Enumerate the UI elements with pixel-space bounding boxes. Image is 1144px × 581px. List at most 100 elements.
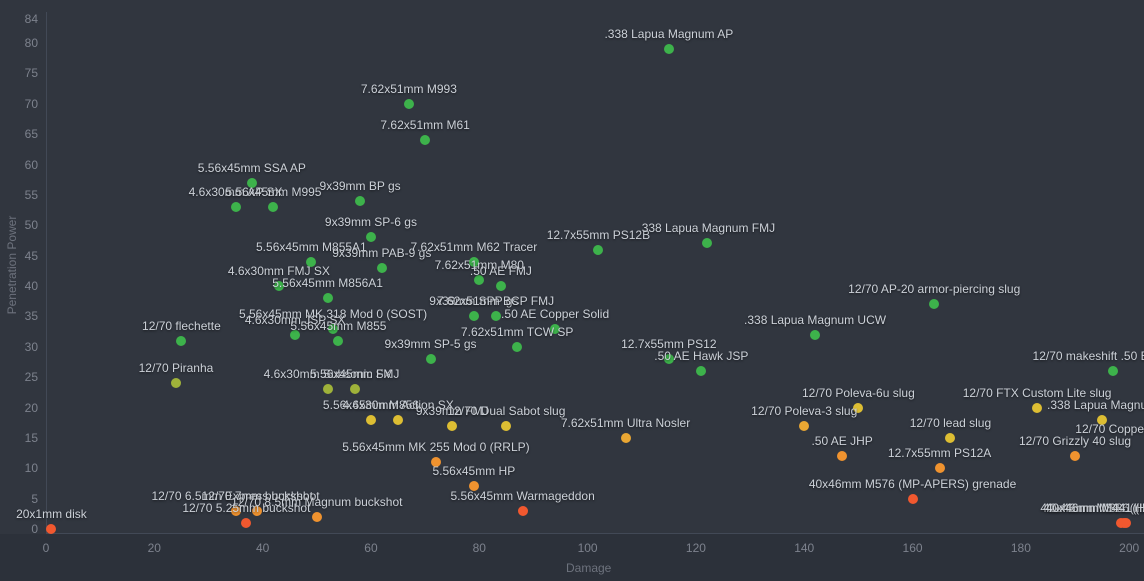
y-tick-label: 5	[31, 491, 38, 506]
data-point[interactable]	[273, 281, 284, 291]
point-label: 9x39mm SP-5 gs	[384, 336, 477, 351]
data-point[interactable]	[290, 329, 301, 340]
x-tick-label: 200	[1119, 541, 1140, 555]
data-point[interactable]	[934, 463, 945, 474]
data-point[interactable]	[46, 524, 57, 534]
data-point[interactable]	[929, 299, 940, 310]
data-point[interactable]	[663, 353, 674, 364]
data-point[interactable]	[322, 293, 333, 304]
data-point[interactable]	[430, 457, 441, 468]
data-point[interactable]	[490, 311, 501, 322]
point-label: .50 AE FMJ	[469, 264, 532, 278]
data-point[interactable]	[593, 244, 604, 255]
data-point[interactable]	[393, 414, 404, 425]
data-point[interactable]	[701, 238, 712, 249]
point-label: 7.62x51mm TCW SP	[460, 324, 574, 339]
point-label: 4.6x30mm JSP SX	[244, 312, 346, 327]
data-point[interactable]	[170, 378, 181, 389]
data-point[interactable]	[355, 195, 366, 206]
data-point[interactable]	[495, 281, 506, 291]
data-point[interactable]	[311, 511, 322, 522]
data-point[interactable]	[176, 335, 187, 346]
point-label: 9x39mm SPP gs	[429, 294, 519, 309]
point-label: 5.56x45mm HP	[432, 464, 516, 479]
y-tick-label: 25	[24, 370, 38, 385]
point-label: 40x46mm M381 (HE) grenade	[1040, 500, 1144, 515]
data-point[interactable]	[306, 256, 317, 267]
point-label: 12/70 7mm buckshot	[201, 488, 313, 503]
data-point[interactable]	[322, 384, 333, 395]
x-tick-label: 160	[902, 541, 923, 555]
x-axis-line	[46, 533, 1144, 534]
data-point[interactable]	[425, 353, 436, 364]
data-point[interactable]	[1032, 402, 1043, 413]
data-point[interactable]	[365, 414, 376, 425]
point-label: 12.7x55mm PS12	[621, 336, 717, 351]
point-label: 5.56x45mm Warmageddon	[450, 488, 595, 503]
data-point[interactable]	[501, 420, 512, 431]
point-label: 7.62x51mm M62 Tracer	[410, 239, 538, 254]
point-label: 12/70 AP-20 armor-piercing slug	[848, 282, 1021, 297]
data-point[interactable]	[268, 202, 279, 213]
data-point[interactable]	[620, 432, 631, 443]
data-point[interactable]	[696, 366, 707, 377]
point-label: 5.56x45mm M855A1	[256, 239, 367, 254]
point-label: 7.62x51mm M80	[434, 257, 524, 272]
data-point[interactable]	[853, 402, 864, 413]
data-point[interactable]	[230, 202, 241, 213]
data-point[interactable]	[837, 451, 848, 462]
point-label: 9x39mm BP gs	[319, 178, 401, 193]
point-label: .338 Lapua Magnum FMJ	[638, 221, 776, 236]
data-point[interactable]	[447, 420, 458, 431]
point-label: 12/70 Poleva-3 slug	[751, 403, 858, 418]
point-label: 12/70 5.25mm buckshot	[182, 500, 311, 515]
data-point[interactable]	[241, 517, 252, 528]
point-label: 5.56x45mm M995	[225, 185, 322, 200]
data-point[interactable]	[907, 493, 918, 504]
data-point[interactable]	[1070, 451, 1081, 462]
data-point[interactable]	[1097, 414, 1108, 425]
data-point[interactable]	[945, 432, 956, 443]
y-tick-label: 45	[24, 248, 38, 263]
data-point[interactable]	[663, 44, 674, 55]
data-point[interactable]	[230, 505, 241, 516]
data-point[interactable]	[349, 384, 360, 395]
y-tick-label: 40	[24, 279, 38, 293]
data-point[interactable]	[333, 335, 344, 346]
point-label: .50 AE Hawk JSP	[654, 349, 749, 364]
point-label: 12/70 lead slug	[909, 415, 992, 430]
point-label: 12.7x55mm PS12B	[546, 227, 651, 242]
x-tick-label: 60	[364, 541, 378, 555]
x-tick-label: 20	[147, 541, 161, 555]
point-label: 9x39mm FMJ	[415, 403, 489, 418]
point-label: 4.6x30mm FMJ SX	[227, 264, 330, 278]
data-point[interactable]	[1121, 517, 1132, 528]
point-label: 40x46mm M386 (HE) grenade	[1043, 500, 1144, 515]
data-point[interactable]	[252, 505, 263, 516]
data-point[interactable]	[403, 98, 414, 109]
point-label: 9x39mm PAB-9 gs	[332, 245, 432, 260]
data-point[interactable]	[1107, 366, 1118, 377]
data-point[interactable]	[365, 232, 376, 243]
data-point[interactable]	[550, 323, 561, 334]
point-label: 20x1mm disk	[16, 507, 87, 521]
data-point[interactable]	[512, 341, 523, 352]
data-point[interactable]	[376, 262, 387, 273]
data-point[interactable]	[468, 481, 479, 492]
data-point[interactable]	[420, 135, 431, 146]
x-tick-label: 100	[577, 541, 598, 555]
data-point[interactable]	[810, 329, 821, 340]
data-point[interactable]	[468, 311, 479, 322]
data-point[interactable]	[517, 505, 528, 516]
point-label: 12/70 Piranha	[138, 361, 214, 376]
data-point[interactable]	[474, 274, 485, 285]
data-point[interactable]	[328, 323, 339, 334]
point-label: 12/70 makeshift .50 BMG slug	[1032, 349, 1144, 364]
data-point[interactable]	[799, 420, 810, 431]
point-label: .50 AE Copper Solid	[501, 306, 610, 321]
data-point[interactable]	[246, 177, 257, 188]
data-point[interactable]	[468, 256, 479, 267]
y-tick-label: 35	[24, 309, 38, 324]
point-label: 5.56x45mm M855	[290, 318, 387, 333]
x-axis-title: Damage	[566, 561, 612, 575]
